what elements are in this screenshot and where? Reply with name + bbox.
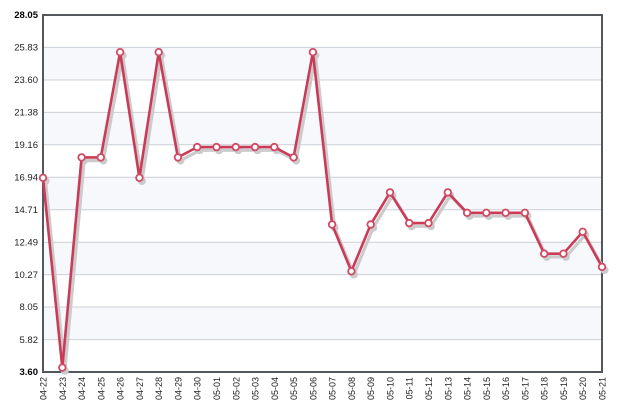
y-tick-label: 12.49: [14, 237, 38, 248]
data-point[interactable]: [559, 249, 568, 258]
data-point[interactable]: [77, 153, 86, 162]
data-point[interactable]: [58, 363, 67, 372]
x-tick-label: 04-30: [193, 377, 203, 400]
data-point[interactable]: [212, 142, 221, 152]
y-tick-label: 21.38: [14, 108, 38, 119]
data-point[interactable]: [231, 142, 240, 152]
x-tick-label: 05-03: [251, 377, 261, 400]
y-tick-label: 23.60: [14, 75, 38, 86]
x-tick-label: 05-05: [289, 377, 299, 400]
x-tick-label: 04-27: [135, 377, 145, 400]
data-point[interactable]: [135, 173, 144, 182]
data-point[interactable]: [347, 267, 356, 276]
data-point[interactable]: [289, 153, 298, 162]
data-point[interactable]: [405, 218, 414, 228]
data-point[interactable]: [424, 218, 433, 228]
x-tick-label: 05-16: [501, 377, 511, 400]
y-tick-label: 8.05: [20, 302, 39, 313]
x-tick-label: 05-11: [405, 377, 415, 399]
x-tick-label: 04-24: [77, 377, 87, 400]
x-tick-label: 05-20: [578, 377, 588, 400]
x-tick-label: 04-22: [39, 377, 49, 400]
x-tick-label: 05-07: [328, 377, 338, 400]
x-tick-label: 05-04: [270, 377, 280, 400]
data-point[interactable]: [327, 220, 337, 229]
data-point[interactable]: [192, 142, 202, 152]
x-tick-label: 05-19: [559, 377, 569, 400]
x-tick-label: 04-23: [58, 377, 68, 400]
data-point[interactable]: [173, 153, 183, 162]
x-tick-label: 05-06: [308, 377, 318, 400]
y-tick-label: 16.94: [14, 172, 38, 183]
data-point[interactable]: [443, 188, 452, 197]
data-point[interactable]: [501, 208, 510, 217]
data-point[interactable]: [482, 208, 491, 217]
data-point[interactable]: [250, 142, 260, 152]
data-point[interactable]: [520, 208, 530, 217]
data-point[interactable]: [366, 220, 375, 229]
plot-band: [43, 47, 602, 80]
y-tick-label: 25.83: [14, 43, 38, 54]
data-point[interactable]: [115, 48, 125, 57]
plot-band: [43, 15, 602, 48]
x-tick-label: 05-15: [482, 377, 492, 400]
x-tick-label: 05-21: [598, 377, 608, 400]
x-tick-label: 05-09: [366, 377, 376, 400]
plot-band: [43, 177, 602, 210]
y-tick-label: 14.71: [14, 205, 38, 216]
x-tick-label: 05-08: [347, 377, 357, 400]
plot-band: [43, 242, 602, 275]
y-tick-label: 3.60: [20, 367, 39, 378]
data-point[interactable]: [308, 48, 318, 57]
data-point[interactable]: [38, 173, 48, 182]
data-point[interactable]: [540, 249, 549, 258]
x-tick-label: 04-26: [116, 377, 126, 400]
x-tick-label: 04-29: [173, 377, 183, 400]
x-tick-label: 04-28: [154, 377, 164, 400]
y-tick-label: 19.16: [14, 140, 38, 151]
x-tick-label: 05-14: [463, 377, 473, 400]
x-tick-label: 04-25: [96, 377, 106, 400]
x-tick-label: 05-10: [386, 377, 396, 400]
data-point[interactable]: [96, 153, 105, 162]
plot-band: [43, 339, 602, 372]
data-point[interactable]: [597, 262, 607, 272]
y-tick-label: 10.27: [14, 270, 38, 281]
x-tick-label: 05-01: [212, 377, 222, 400]
data-point[interactable]: [270, 142, 279, 152]
y-tick-label: 5.82: [20, 335, 39, 346]
x-tick-label: 05-17: [520, 377, 530, 400]
x-tick-label: 05-02: [231, 377, 241, 400]
x-tick-label: 05-18: [540, 377, 550, 400]
data-point[interactable]: [154, 48, 163, 57]
y-tick-label: 28.05: [14, 10, 38, 21]
plot-band: [43, 307, 602, 340]
plot-frame: [42, 14, 603, 373]
plot-band: [43, 274, 602, 307]
data-point[interactable]: [462, 208, 472, 217]
x-tick-label: 05-12: [424, 377, 434, 400]
data-point[interactable]: [385, 188, 395, 197]
x-tick-label: 05-13: [443, 377, 453, 400]
data-point[interactable]: [578, 227, 587, 236]
